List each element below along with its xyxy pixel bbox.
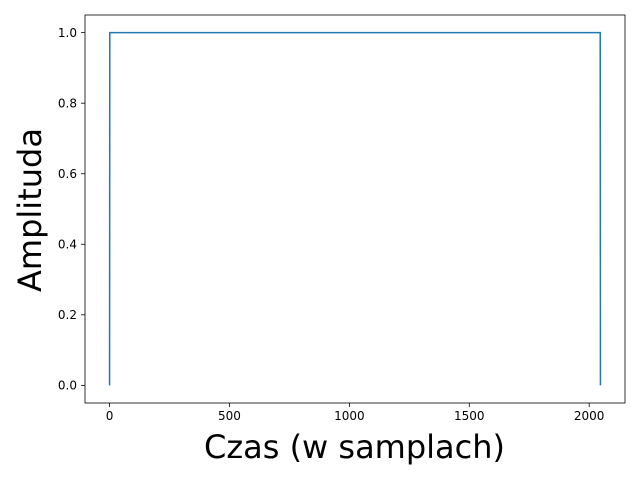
plot-frame — [84, 14, 626, 404]
y-tick-label: 0.6 — [58, 167, 77, 181]
x-ticks: 0 500 1000 1500 2000 — [106, 403, 605, 423]
y-tick-label: 1.0 — [58, 26, 77, 40]
y-tick-label: 0.0 — [58, 379, 77, 393]
x-tick-label: 2000 — [574, 409, 605, 423]
y-ticks: 0.0 0.2 0.4 0.6 0.8 1.0 — [58, 26, 85, 393]
x-tick-label: 500 — [218, 409, 241, 423]
y-axis-label: Amplituda — [11, 128, 49, 292]
series-line-0 — [108, 31, 602, 386]
y-tick-label: 0.8 — [58, 96, 77, 110]
y-tick-label: 0.4 — [58, 238, 77, 252]
x-tick-label: 0 — [106, 409, 114, 423]
y-tick-label: 0.2 — [58, 308, 77, 322]
x-tick-label: 1500 — [454, 409, 485, 423]
x-axis-label: Czas (w samplach) — [204, 428, 505, 466]
axes — [84, 14, 626, 404]
series-group — [108, 31, 602, 386]
x-tick-label: 1000 — [334, 409, 365, 423]
